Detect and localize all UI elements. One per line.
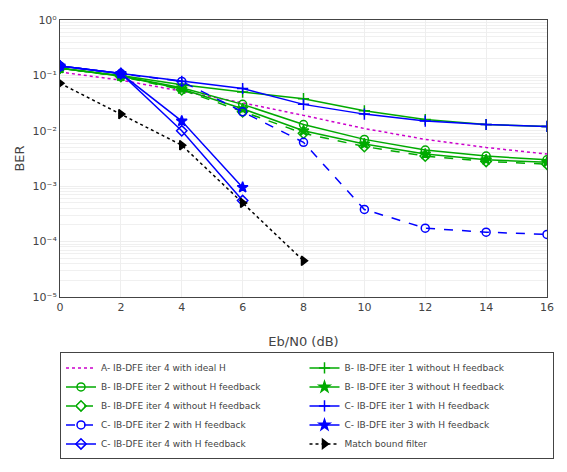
svg-text:14: 14: [479, 301, 493, 314]
svg-text:10⁻¹: 10⁻¹: [33, 69, 57, 82]
svg-text:C- IB-DFE iter 4 with H feedba: C- IB-DFE iter 4 with H feedback: [101, 439, 247, 449]
svg-text:BER: BER: [12, 145, 27, 171]
svg-text:Match bound filter: Match bound filter: [345, 439, 428, 449]
svg-text:10: 10: [357, 301, 371, 314]
svg-text:B- IB-DFE iter 2 without H fee: B- IB-DFE iter 2 without H feedback: [101, 382, 261, 392]
svg-text:C- IB-DFE iter 2 with H feedba: C- IB-DFE iter 2 with H feedback: [101, 420, 247, 430]
svg-text:10⁻⁴: 10⁻⁴: [33, 235, 58, 248]
svg-text:C- IB-DFE iter 1 with H feedba: C- IB-DFE iter 1 with H feedback: [345, 401, 491, 411]
svg-text:10⁰: 10⁰: [38, 14, 57, 27]
svg-text:0: 0: [57, 301, 64, 314]
svg-text:A- IB-DFE iter 4 with ideal H: A- IB-DFE iter 4 with ideal H: [101, 363, 226, 373]
svg-text:10⁻⁵: 10⁻⁵: [33, 291, 57, 304]
svg-text:16: 16: [540, 301, 554, 314]
svg-text:B- IB-DFE iter 1 without H fee: B- IB-DFE iter 1 without H feedback: [345, 363, 505, 373]
svg-text:12: 12: [418, 301, 432, 314]
svg-text:10⁻²: 10⁻²: [33, 125, 57, 138]
svg-text:2: 2: [117, 301, 124, 314]
svg-text:10⁻³: 10⁻³: [33, 180, 57, 193]
svg-text:Eb/N0 (dB): Eb/N0 (dB): [268, 334, 338, 349]
svg-text:4: 4: [178, 301, 185, 314]
svg-text:8: 8: [300, 301, 307, 314]
svg-text:6: 6: [239, 301, 246, 314]
svg-text:C- IB-DFE iter 3 with H feedba: C- IB-DFE iter 3 with H feedback: [345, 420, 491, 430]
svg-text:B- IB-DFE iter 3 without H fee: B- IB-DFE iter 3 without H feedback: [345, 382, 505, 392]
svg-text:B- IB-DFE iter 4 without H fee: B- IB-DFE iter 4 without H feedback: [101, 401, 261, 411]
